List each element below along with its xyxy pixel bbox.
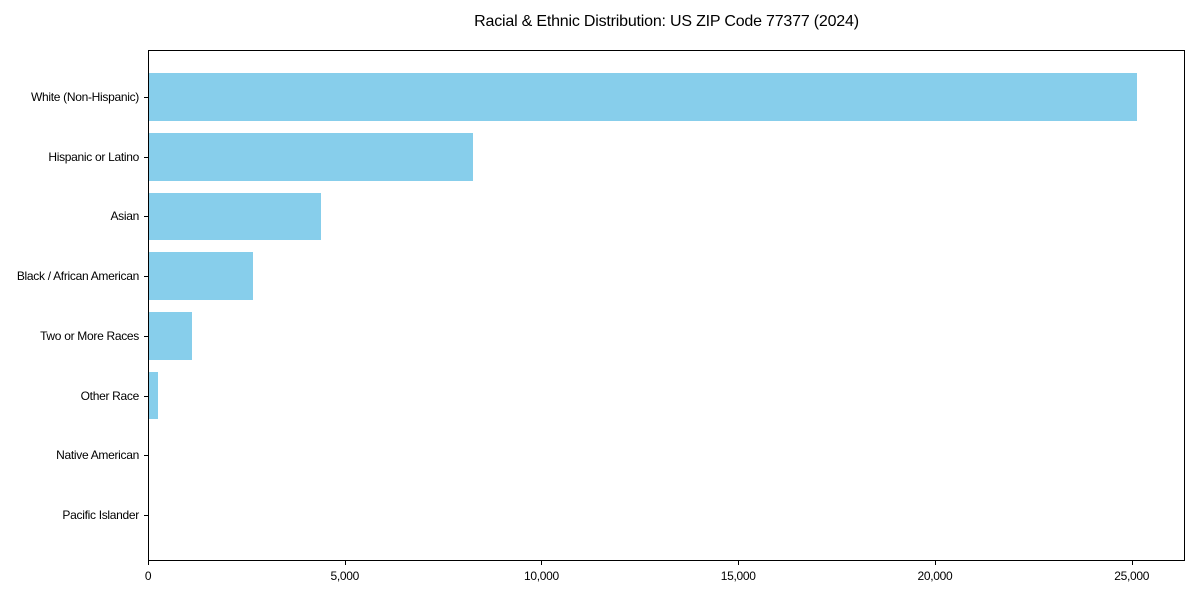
bar-other-race	[149, 371, 159, 420]
x-tick	[344, 561, 346, 565]
x-tick	[541, 561, 543, 565]
chart-title: Racial & Ethnic Distribution: US ZIP Cod…	[474, 13, 859, 30]
y-tick	[144, 335, 148, 337]
y-tick	[144, 156, 148, 158]
x-tick-label: 20,000	[917, 569, 953, 583]
plot-area	[148, 50, 1185, 561]
y-tick	[144, 395, 148, 397]
y-tick-label: Other Race	[80, 388, 140, 403]
bar-white-non-hispanic	[149, 73, 1137, 121]
bar-two-or-more-races	[149, 311, 192, 360]
bar-hispanic-or-latino	[149, 132, 474, 181]
y-tick-label: Two or More Races	[40, 328, 139, 343]
y-tick	[144, 455, 148, 457]
bar-black-african-american	[149, 252, 253, 301]
y-tick-label: Native American	[56, 448, 139, 463]
x-tick-label: 10,000	[524, 569, 559, 583]
y-tick	[144, 515, 148, 516]
y-tick-label: Black / African American	[16, 269, 139, 284]
x-tick	[148, 561, 149, 565]
x-tick-label: 15,000	[720, 569, 756, 583]
x-tick	[738, 561, 740, 565]
y-tick-label: Pacific Islander	[62, 508, 139, 522]
x-tick	[1131, 561, 1133, 565]
x-tick-label: 25,000	[1114, 569, 1150, 583]
y-tick	[144, 97, 148, 98]
y-tick-label: Hispanic or Latino	[48, 149, 139, 164]
y-tick-label: Asian	[110, 209, 139, 224]
x-tick-label: 5,000	[330, 569, 359, 583]
y-tick-label: White (Non-Hispanic)	[30, 90, 139, 104]
y-tick	[144, 216, 148, 218]
x-tick-label: 0	[144, 569, 152, 583]
bar-asian	[149, 192, 321, 241]
x-tick	[934, 561, 936, 565]
y-tick	[144, 276, 148, 278]
